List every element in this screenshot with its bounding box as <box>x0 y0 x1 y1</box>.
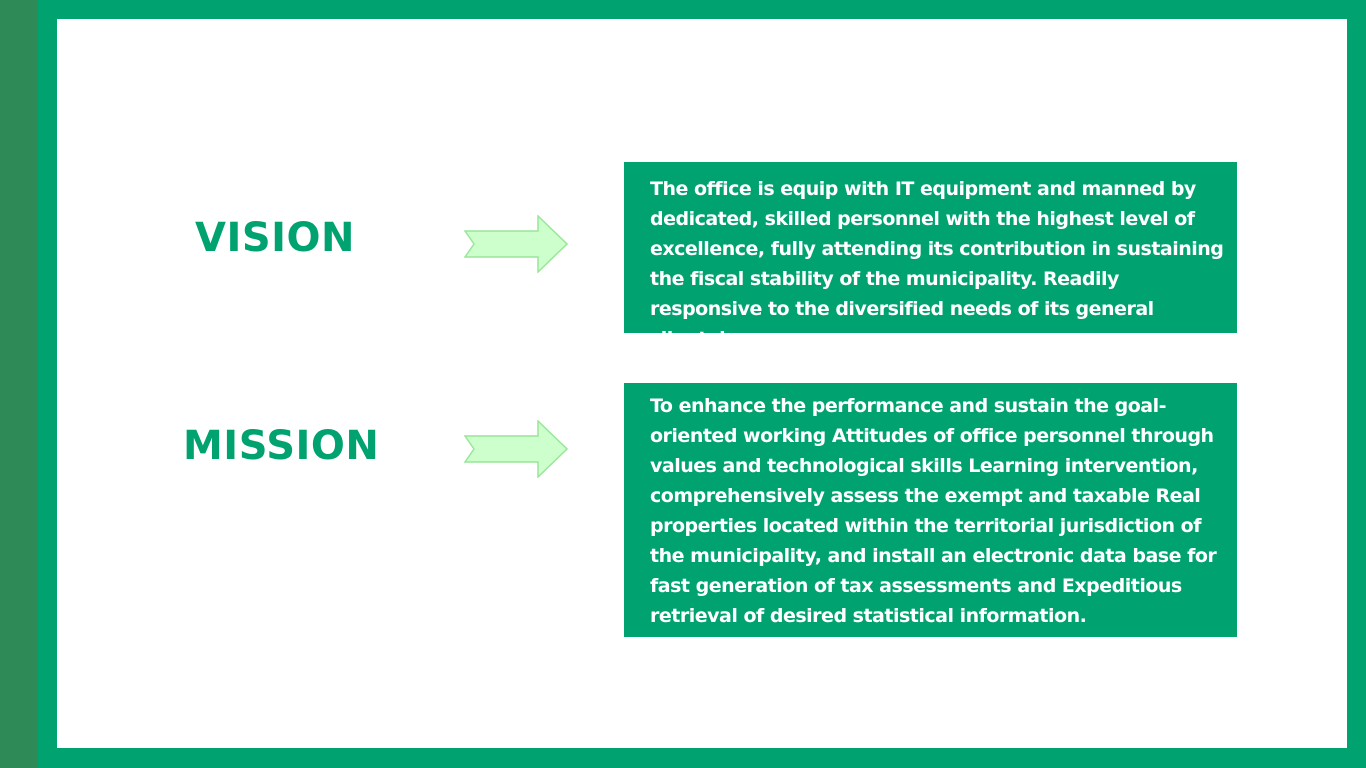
vision-title: VISION <box>195 215 356 261</box>
vision-statement-text: The office is equip with IT equipment an… <box>650 178 1224 350</box>
right-arrow-icon <box>464 420 568 478</box>
right-arrow-icon <box>464 215 568 273</box>
left-accent-bar <box>0 0 38 768</box>
mission-statement-box: To enhance the performance and sustain t… <box>624 383 1237 637</box>
mission-title: MISSION <box>183 423 380 469</box>
slide-canvas: VISION The office is equip with IT equip… <box>57 19 1347 748</box>
mission-statement-text: To enhance the performance and sustain t… <box>650 395 1217 627</box>
vision-statement-box: The office is equip with IT equipment an… <box>624 162 1237 350</box>
